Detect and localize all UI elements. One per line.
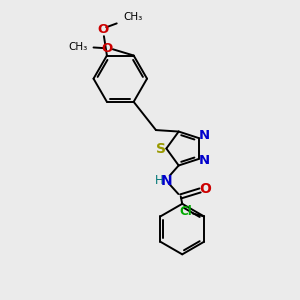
Text: CH₃: CH₃	[68, 42, 88, 52]
Text: N: N	[161, 174, 172, 188]
Text: H: H	[154, 174, 163, 187]
Text: Cl: Cl	[179, 205, 192, 218]
Text: O: O	[200, 182, 211, 196]
Text: O: O	[101, 42, 112, 55]
Text: CH₃: CH₃	[123, 13, 142, 22]
Text: N: N	[198, 154, 209, 167]
Text: S: S	[156, 142, 166, 155]
Text: O: O	[97, 23, 108, 36]
Text: N: N	[198, 129, 209, 142]
